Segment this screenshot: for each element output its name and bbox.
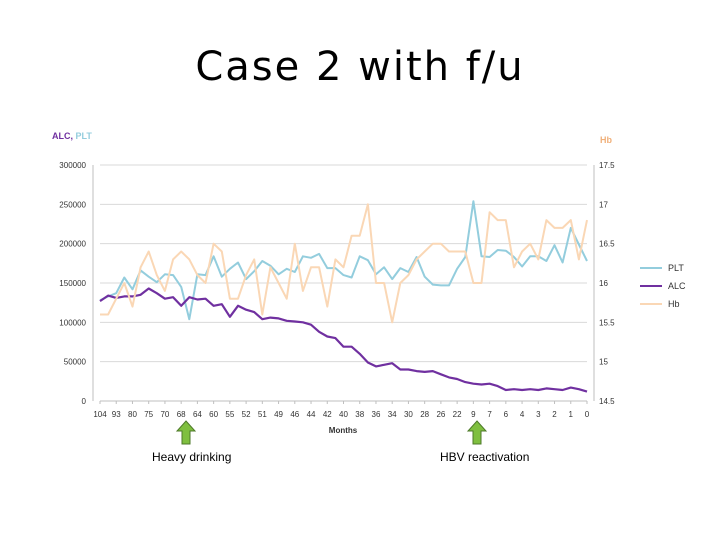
right-axis-title: Hb <box>600 135 612 145</box>
legend: PLT ALC Hb <box>640 263 686 309</box>
x-tick-label: 70 <box>160 410 169 419</box>
x-tick-label: 42 <box>323 410 332 419</box>
x-tick-label: 30 <box>404 410 413 419</box>
gridlines <box>100 164 587 402</box>
x-tick-label: 26 <box>436 410 445 419</box>
x-tick-label: 104 <box>93 410 107 419</box>
x-tick-label: 0 <box>585 410 590 419</box>
y-right-tick-label: 16 <box>599 279 608 288</box>
y-right-tick-label: 17.5 <box>599 161 615 170</box>
y-right-tick-label: 16.5 <box>599 240 615 249</box>
series-alc-line <box>99 287 588 393</box>
legend-label-alc: ALC <box>668 281 686 291</box>
x-tick-label: 1 <box>569 410 574 419</box>
x-tick-label: 6 <box>504 410 509 419</box>
x-tick-label: 34 <box>388 410 397 419</box>
left-axis-title: ALC, PLT <box>52 131 92 141</box>
x-tick-label: 2 <box>552 410 557 419</box>
left-axis-title-separator: , <box>71 131 76 141</box>
x-tick-label: 51 <box>258 410 267 419</box>
y-right-tick-label: 14.5 <box>599 397 615 406</box>
slide-title: Case 2 with f/u <box>195 44 525 90</box>
legend-label-hb: Hb <box>668 299 680 309</box>
x-tick-label: 3 <box>536 410 541 419</box>
x-tick-label: 93 <box>112 410 121 419</box>
arrow-hbv-reactivation <box>466 420 488 445</box>
x-tick-label: 7 <box>487 410 492 419</box>
y-left-tick-label: 150000 <box>59 279 86 288</box>
y-left-tick-label: 300000 <box>59 161 86 170</box>
x-tick-label: 60 <box>209 410 218 419</box>
y-left-tick-label: 250000 <box>59 200 86 209</box>
y-left-tick-label: 100000 <box>59 318 86 327</box>
x-tick-label: 28 <box>420 410 429 419</box>
y-left-tick-label: 200000 <box>59 240 86 249</box>
x-tick-label: 75 <box>144 410 153 419</box>
axes: 0 50000 100000 150000 200000 250000 300000 14.5… <box>59 161 615 419</box>
x-tick-label: 4 <box>520 410 525 419</box>
annotations <box>175 420 488 445</box>
x-tick-label: 9 <box>471 410 476 419</box>
x-tick-label: 40 <box>339 410 348 419</box>
legend-label-plt: PLT <box>668 263 684 273</box>
arrow-heavy-drinking <box>175 420 197 445</box>
y-left-tick-label: 0 <box>82 397 87 406</box>
x-tick-label: 80 <box>128 410 137 419</box>
x-tick-label: 49 <box>274 410 283 419</box>
annotation-hbv-reactivation: HBV reactivation <box>440 450 530 464</box>
y-left-tick-label: 50000 <box>64 358 87 367</box>
left-axis-title-alc: ALC <box>52 131 71 141</box>
x-tick-label: 38 <box>355 410 364 419</box>
annotation-heavy-drinking: Heavy drinking <box>152 450 232 464</box>
x-tick-label: 64 <box>193 410 202 419</box>
x-tick-label: 55 <box>225 410 234 419</box>
x-tick-label: 44 <box>307 410 316 419</box>
y-right-tick-label: 15.5 <box>599 318 615 327</box>
y-right-tick-label: 17 <box>599 200 608 209</box>
x-tick-label: 36 <box>372 410 381 419</box>
x-tick-label: 22 <box>453 410 462 419</box>
left-axis-title-plt: PLT <box>76 131 93 141</box>
x-tick-label: 46 <box>290 410 299 419</box>
series-lines <box>99 200 588 393</box>
x-axis-title: Months <box>329 426 358 435</box>
x-tick-label: 68 <box>177 410 186 419</box>
y-right-tick-label: 15 <box>599 358 608 367</box>
series-plt-line <box>99 200 588 321</box>
x-tick-label: 52 <box>242 410 251 419</box>
series-hb-line <box>100 203 588 324</box>
